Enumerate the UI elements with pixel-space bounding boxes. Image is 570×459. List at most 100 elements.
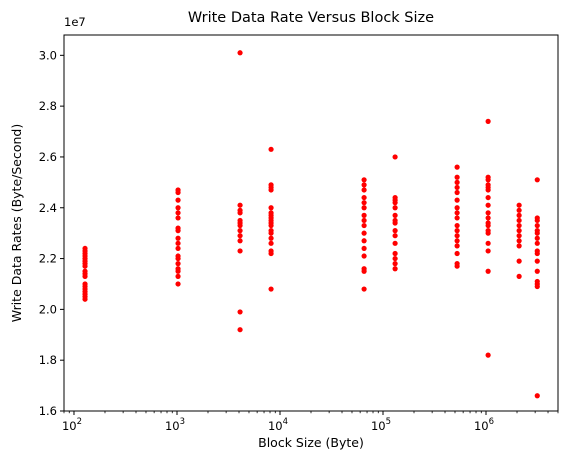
data-point	[82, 268, 88, 274]
data-point	[392, 261, 398, 267]
data-point	[392, 250, 398, 257]
data-points	[82, 50, 540, 399]
data-point	[237, 217, 243, 224]
data-point	[534, 235, 540, 241]
data-point	[175, 210, 181, 216]
data-point	[485, 352, 491, 358]
data-point	[454, 243, 460, 249]
data-point	[361, 217, 367, 224]
y-tick-label: 2.4	[39, 201, 57, 215]
data-point	[516, 222, 522, 229]
data-point	[534, 258, 540, 264]
y-axis-offset-label: 1e7	[64, 15, 86, 29]
data-point	[516, 228, 522, 234]
data-point	[454, 164, 460, 170]
data-point	[392, 233, 398, 239]
y-tick-label: 2.2	[39, 252, 57, 266]
data-point	[361, 194, 367, 201]
data-point	[454, 179, 460, 185]
data-point	[454, 261, 460, 267]
data-point	[175, 240, 181, 246]
data-point	[516, 212, 522, 218]
data-point	[175, 253, 181, 259]
data-point	[454, 174, 460, 180]
data-point	[534, 228, 540, 234]
x-tick-label: 105	[371, 417, 391, 433]
data-point	[454, 210, 460, 216]
data-point	[175, 197, 181, 203]
data-point	[485, 174, 491, 180]
data-point	[268, 248, 274, 254]
axis-ticks: 1.6 1.8 2.0 2.2 2.4 2.6 2.8 3.0 102 103 104 105 106	[39, 48, 559, 433]
y-axis-label: Write Data Rates (Byte/Second)	[9, 124, 24, 322]
data-point	[361, 230, 367, 236]
data-point	[485, 202, 491, 208]
data-point	[268, 146, 274, 152]
data-point	[454, 233, 460, 239]
data-point	[175, 215, 181, 221]
data-point	[485, 268, 491, 274]
data-point	[454, 250, 460, 257]
data-point	[175, 205, 181, 211]
y-tick-label: 2.6	[39, 150, 57, 164]
data-point	[361, 286, 367, 292]
data-point	[534, 248, 540, 254]
data-point	[454, 215, 460, 221]
data-point	[361, 205, 367, 211]
chart-title: Write Data Rate Versus Block Size	[188, 10, 434, 26]
data-point	[361, 222, 367, 229]
data-point	[361, 182, 367, 188]
data-point	[237, 233, 243, 239]
data-point	[516, 258, 522, 264]
y-tick-label: 1.8	[39, 353, 57, 367]
data-point	[392, 194, 398, 201]
data-point	[268, 210, 274, 216]
data-point	[361, 266, 367, 272]
data-point	[175, 266, 181, 272]
data-point	[392, 205, 398, 211]
data-point	[361, 245, 367, 252]
data-point	[485, 248, 491, 254]
data-point	[268, 228, 274, 234]
data-point	[392, 240, 398, 246]
data-point	[82, 245, 88, 252]
data-point	[361, 238, 367, 244]
x-tick-label: 102	[62, 417, 82, 433]
y-tick-label: 2.0	[39, 302, 57, 316]
data-point	[268, 182, 274, 188]
data-point	[454, 238, 460, 244]
y-tick-label: 3.0	[39, 48, 57, 62]
data-point	[516, 233, 522, 239]
data-point	[175, 245, 181, 252]
data-point	[454, 197, 460, 203]
data-point	[485, 215, 491, 221]
data-point	[361, 177, 367, 183]
data-point	[361, 187, 367, 193]
data-point	[534, 222, 540, 229]
data-point	[392, 266, 398, 272]
data-point	[237, 228, 243, 234]
data-point	[534, 177, 540, 183]
data-point	[237, 50, 243, 56]
data-point	[268, 205, 274, 211]
data-point	[485, 240, 491, 246]
x-tick-label: 104	[268, 417, 288, 433]
data-point	[82, 281, 88, 287]
y-tick-label: 1.6	[39, 404, 57, 418]
data-point	[268, 240, 274, 246]
data-point	[485, 210, 491, 216]
data-point	[534, 393, 540, 399]
data-point	[516, 217, 522, 224]
data-point	[534, 268, 540, 274]
data-point	[454, 205, 460, 211]
data-point	[454, 222, 460, 229]
data-point	[516, 243, 522, 249]
data-point	[534, 240, 540, 246]
data-point	[237, 202, 243, 208]
data-point	[454, 189, 460, 196]
data-point	[485, 220, 491, 226]
data-point	[534, 278, 540, 285]
data-point	[175, 273, 181, 279]
data-point	[516, 207, 522, 213]
